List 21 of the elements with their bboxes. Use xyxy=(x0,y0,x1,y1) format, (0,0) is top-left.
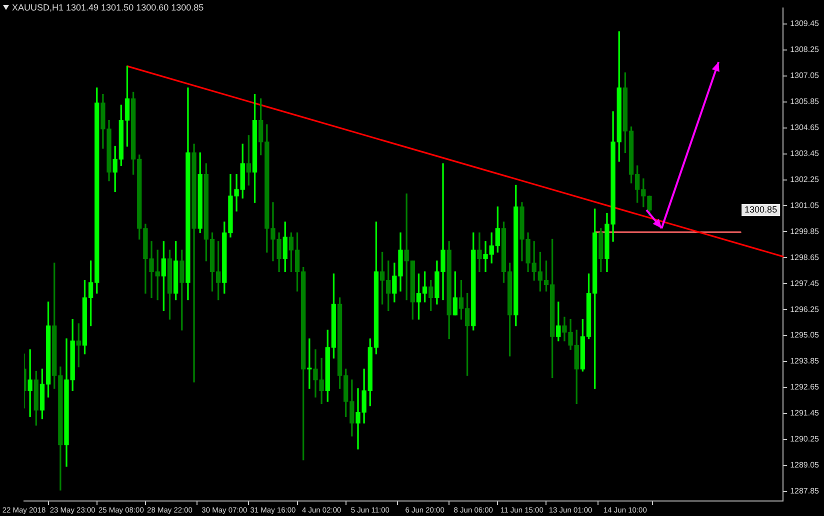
y-tick-label: 1298.65 xyxy=(790,252,820,262)
y-tick-label: 1291.45 xyxy=(790,408,820,418)
y-tick-label: 1301.05 xyxy=(790,200,820,210)
y-tick-label: 1308.25 xyxy=(790,45,820,54)
chart-title: XAUUSD,H1 1301.49 1301.50 1300.60 1300.85 xyxy=(12,2,204,12)
y-tick-label: 1295.05 xyxy=(790,330,820,340)
y-tick-label: 1304.65 xyxy=(790,123,820,132)
y-tick-label: 1289.05 xyxy=(790,460,820,470)
y-tick-label: 1299.85 xyxy=(790,226,820,236)
annotation: 1300.85 xyxy=(744,204,778,215)
y-tick-label: 1292.65 xyxy=(790,382,820,392)
y-tick-label: 1297.45 xyxy=(790,278,820,288)
y-tick-label: 1293.85 xyxy=(790,356,820,366)
y-tick-label: 1287.85 xyxy=(790,486,820,496)
y-tick-label: 1303.45 xyxy=(790,149,820,158)
y-tick-label: 1305.85 xyxy=(790,97,820,106)
y-tick-label: 1302.25 xyxy=(790,174,820,184)
y-tick-label: 1309.45 xyxy=(790,19,820,28)
y-tick-label: 1290.25 xyxy=(790,434,820,444)
y-tick-label: 1307.05 xyxy=(790,71,820,80)
y-tick-label: 1296.25 xyxy=(790,304,820,314)
